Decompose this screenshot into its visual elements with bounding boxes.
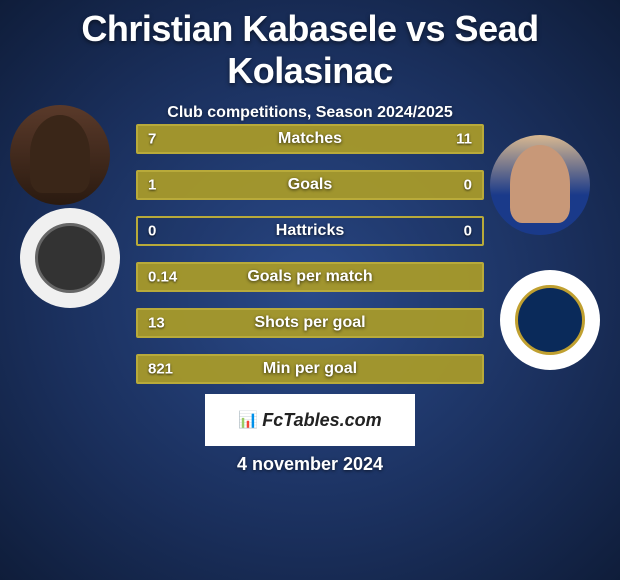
stat-value-left: 0.14 [148,269,177,286]
chart-icon: 📊 [238,410,258,430]
stat-label: Matches [278,130,342,148]
stat-value-right: 0 [464,177,472,194]
stat-value-right: 11 [456,131,472,148]
stat-value-left: 821 [148,361,173,378]
person-silhouette-icon [30,115,90,193]
stat-value-left: 0 [148,223,156,240]
bar-fill-left [138,126,272,152]
stat-row: 0.14 Goals per match [136,262,484,292]
stat-row: 0 Hattricks 0 [136,216,484,246]
stat-row: 1 Goals 0 [136,170,484,200]
stat-row: 13 Shots per goal [136,308,484,338]
person-silhouette-icon [510,145,570,223]
stat-value-left: 1 [148,177,156,194]
stat-value-left: 13 [148,315,165,332]
stat-label: Shots per goal [254,314,365,332]
club-left-badge [20,208,120,308]
date-label: 4 november 2024 [237,454,383,475]
stat-label: Min per goal [263,360,357,378]
page-title: Christian Kabasele vs Sead Kolasinac [0,0,620,92]
stat-value-right: 0 [464,223,472,240]
player-right-avatar [490,135,590,235]
club-right-badge [500,270,600,370]
stat-row: 821 Min per goal [136,354,484,384]
club-badge-icon [35,223,105,293]
club-badge-icon [515,285,585,355]
stat-value-left: 7 [148,131,156,148]
stat-label: Hattricks [276,222,344,240]
stat-label: Goals [288,176,332,194]
stat-label: Goals per match [247,268,372,286]
watermark-text: FcTables.com [262,410,381,431]
watermark: 📊 FcTables.com [205,394,415,446]
stats-bars: 7Matches111Goals00Hattricks00.14Goals pe… [136,124,484,400]
stat-row: 7 Matches 11 [136,124,484,154]
player-left-avatar [10,105,110,205]
